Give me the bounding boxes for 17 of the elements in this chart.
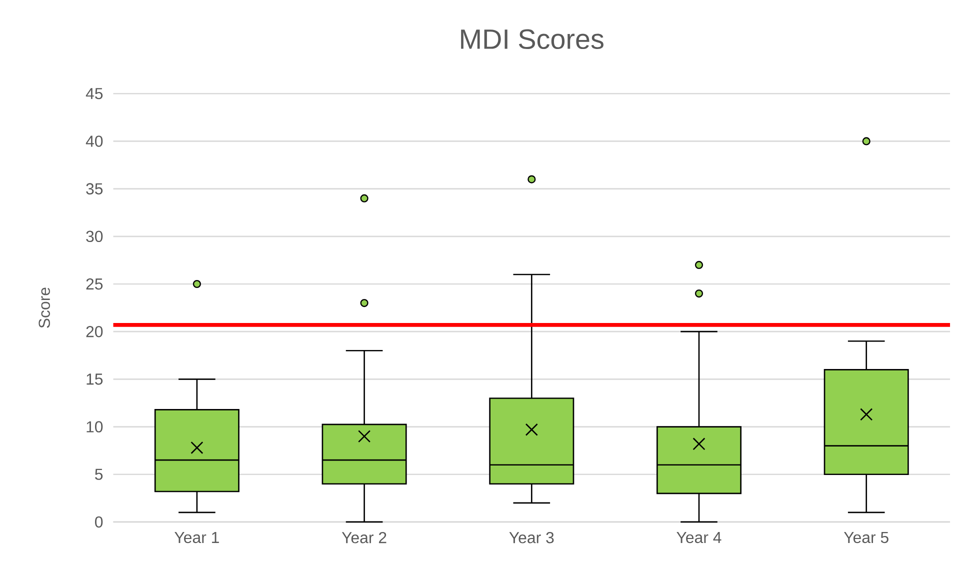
x-tick-label: Year 1 (174, 532, 219, 544)
y-tick-label: 35 (86, 183, 103, 195)
x-tick-label: Year 2 (342, 532, 386, 544)
y-tick-label: 25 (86, 278, 103, 290)
y-tick-label: 0 (95, 516, 103, 528)
y-tick-label: 15 (86, 374, 103, 385)
y-axis-title: Score (38, 288, 50, 328)
y-tick-label: 30 (86, 230, 103, 242)
x-tick-label: Year 3 (509, 532, 554, 544)
y-tick-label: 5 (95, 468, 103, 480)
y-tick-label: 40 (86, 136, 103, 147)
x-tick-label: Year 5 (844, 532, 888, 544)
y-tick-label: 45 (86, 88, 103, 100)
y-tick-label: 10 (86, 421, 103, 433)
y-tick-label: 20 (86, 326, 103, 338)
chart-title: MDI Scores (461, 29, 604, 50)
x-tick-label: Year 4 (676, 532, 722, 544)
